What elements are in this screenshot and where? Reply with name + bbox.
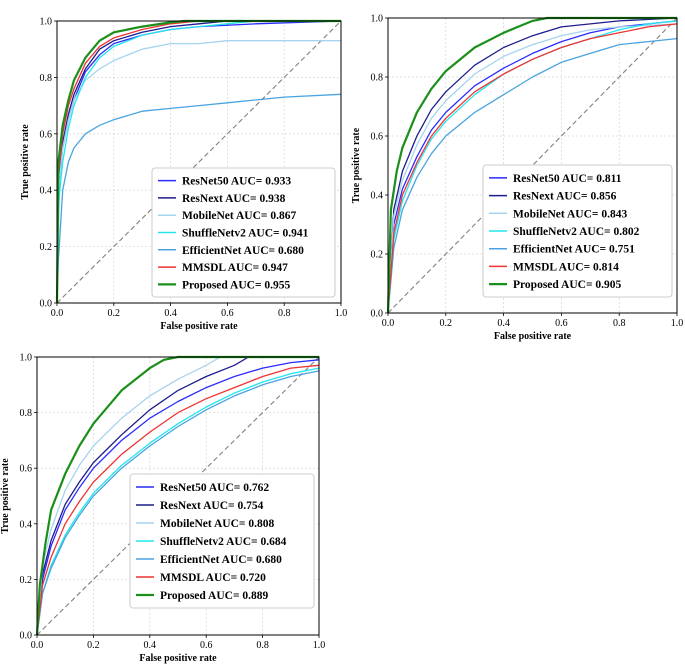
y-tick-label: 0.4	[40, 186, 53, 197]
x-tick-label: 1.0	[671, 318, 684, 329]
x-tick-label: 0.6	[221, 308, 234, 319]
legend-label: Proposed AUC= 0.905	[513, 279, 622, 291]
x-tick-label: 0.0	[51, 308, 64, 319]
roc-panel-1: 0.0 0.2 0.4 0.6 0.8 1.0 0.0 0.2 0.4 0.6 0.8 1.0 Fals…	[20, 17, 347, 333]
y-tick-label: 0.6	[40, 129, 53, 140]
roc-curve-3-2	[36, 356, 319, 636]
chance-diagonal	[36, 356, 320, 636]
x-tick-label: 0.8	[613, 318, 626, 329]
roc-curve-3-7	[35, 355, 319, 636]
roc-curve-3-1	[36, 359, 320, 636]
x-tick-label: 0.6	[200, 640, 213, 651]
legend-label: EfficientNet AUC= 0.680	[160, 554, 282, 566]
legend-label: Proposed AUC= 0.955	[182, 279, 291, 291]
y-tick-label: 0.8	[20, 408, 33, 419]
plot-frame	[387, 17, 678, 314]
y-axis-label: True positive rate	[0, 458, 11, 534]
x-tick-label: 0.2	[108, 308, 121, 319]
roc-curve-3-5	[36, 370, 320, 636]
legend-label: EfficientNet AUC= 0.680	[182, 245, 304, 257]
legend-label: MMSDL AUC= 0.720	[160, 572, 266, 584]
roc-curve-2-4	[387, 20, 678, 314]
x-tick-label: 1.0	[335, 308, 348, 319]
y-tick-label: 0.2	[20, 575, 33, 586]
x-tick-label: 0.8	[278, 308, 291, 319]
legend-label: MMSDL AUC= 0.947	[182, 262, 288, 274]
roc-panel-2: 0.0 0.2 0.4 0.6 0.8 1.0 0.0 0.2 0.4 0.6 0.8 1.0 Fals…	[351, 14, 683, 343]
legend-label: MobileNet AUC= 0.867	[182, 210, 296, 222]
y-tick-label: 0.2	[40, 242, 53, 253]
legend-label: EfficientNet AUC= 0.751	[513, 244, 635, 256]
x-tick-label: 0.8	[256, 640, 269, 651]
legend-box	[129, 473, 315, 609]
roc-curve-3-3	[36, 356, 319, 636]
legend-label: ResNext AUC= 0.856	[513, 191, 617, 203]
legend: ResNet50 AUC= 0.811 ResNext AUC= 0.856 Mob…	[482, 164, 673, 298]
roc-curve-1-5	[56, 93, 342, 304]
x-axis-label: False positive rate	[139, 653, 217, 664]
plot-frame	[56, 20, 342, 304]
legend-label: ResNext AUC= 0.938	[182, 193, 286, 205]
y-tick-label: 1.0	[20, 353, 33, 364]
roc-curve-1-7	[55, 19, 341, 304]
roc-curve-2-7	[386, 16, 677, 314]
y-axis-label: True positive rate	[351, 127, 362, 203]
legend-label: ResNet50 AUC= 0.762	[160, 482, 269, 494]
roc-curve-3-6	[36, 364, 320, 636]
roc-curve-2-3	[387, 23, 678, 314]
x-axis-label: False positive rate	[160, 321, 238, 332]
legend-label: ResNext AUC= 0.754	[160, 500, 264, 512]
x-tick-label: 0.6	[555, 318, 568, 329]
roc-curve-2-5	[387, 37, 678, 314]
roc-curve-2-2	[387, 17, 678, 314]
y-tick-label: 1.0	[40, 17, 53, 28]
y-tick-label: 1.0	[371, 14, 384, 25]
y-tick-label: 0.4	[20, 519, 33, 530]
y-tick-label: 0.2	[371, 250, 384, 261]
y-tick-label: 0.6	[371, 132, 384, 143]
y-tick-label: 0.6	[20, 464, 33, 475]
legend-box	[482, 164, 673, 298]
chance-diagonal	[387, 17, 678, 314]
y-tick-label: 0.4	[371, 191, 384, 202]
legend-label: ShuffleNetv2 AUC= 0.802	[513, 226, 640, 238]
y-tick-label: 0.8	[371, 73, 384, 84]
x-tick-label: 0.2	[440, 318, 453, 329]
y-tick-label: 0.0	[40, 299, 53, 310]
roc-panel-3: 0.0 0.2 0.4 0.6 0.8 1.0 0.0 0.2 0.4 0.6 0.8 1.0 Fals…	[0, 353, 325, 665]
legend: ResNet50 AUC= 0.762 ResNext AUC= 0.754 Mob…	[129, 473, 315, 609]
legend-label: ResNet50 AUC= 0.933	[182, 176, 291, 188]
x-tick-label: 0.4	[144, 640, 157, 651]
x-tick-label: 1.0	[313, 640, 326, 651]
chance-diagonal	[56, 20, 342, 304]
legend-box	[151, 167, 336, 298]
y-tick-label: 0.0	[371, 309, 384, 320]
roc-curve-2-6	[387, 23, 678, 314]
y-tick-label: 0.8	[40, 73, 53, 84]
y-axis-label: True positive rate	[20, 124, 31, 200]
legend-label: ShuffleNetv2 AUC= 0.684	[160, 536, 287, 548]
x-tick-label: 0.0	[382, 318, 395, 329]
legend: ResNet50 AUC= 0.933 ResNext AUC= 0.938 Mob…	[151, 167, 336, 298]
roc-curve-1-3	[56, 40, 341, 304]
roc-curve-3-4	[36, 367, 320, 636]
roc-curve-1-2	[56, 20, 341, 304]
plot-frame	[36, 356, 320, 636]
legend-label: ResNet50 AUC= 0.811	[513, 173, 622, 185]
x-tick-label: 0.4	[497, 318, 510, 329]
legend-label: MMSDL AUC= 0.814	[513, 261, 619, 273]
x-tick-label: 0.0	[31, 640, 44, 651]
legend-label: ShuffleNetv2 AUC= 0.941	[182, 228, 309, 240]
x-tick-label: 0.2	[87, 640, 100, 651]
legend-label: MobileNet AUC= 0.843	[513, 208, 627, 220]
legend-label: Proposed AUC= 0.889	[160, 590, 269, 602]
roc-curve-1-4	[56, 20, 341, 304]
x-axis-label: False positive rate	[494, 331, 572, 342]
legend-label: MobileNet AUC= 0.808	[160, 518, 274, 530]
y-tick-label: 0.0	[20, 631, 33, 642]
x-tick-label: 0.4	[164, 308, 177, 319]
